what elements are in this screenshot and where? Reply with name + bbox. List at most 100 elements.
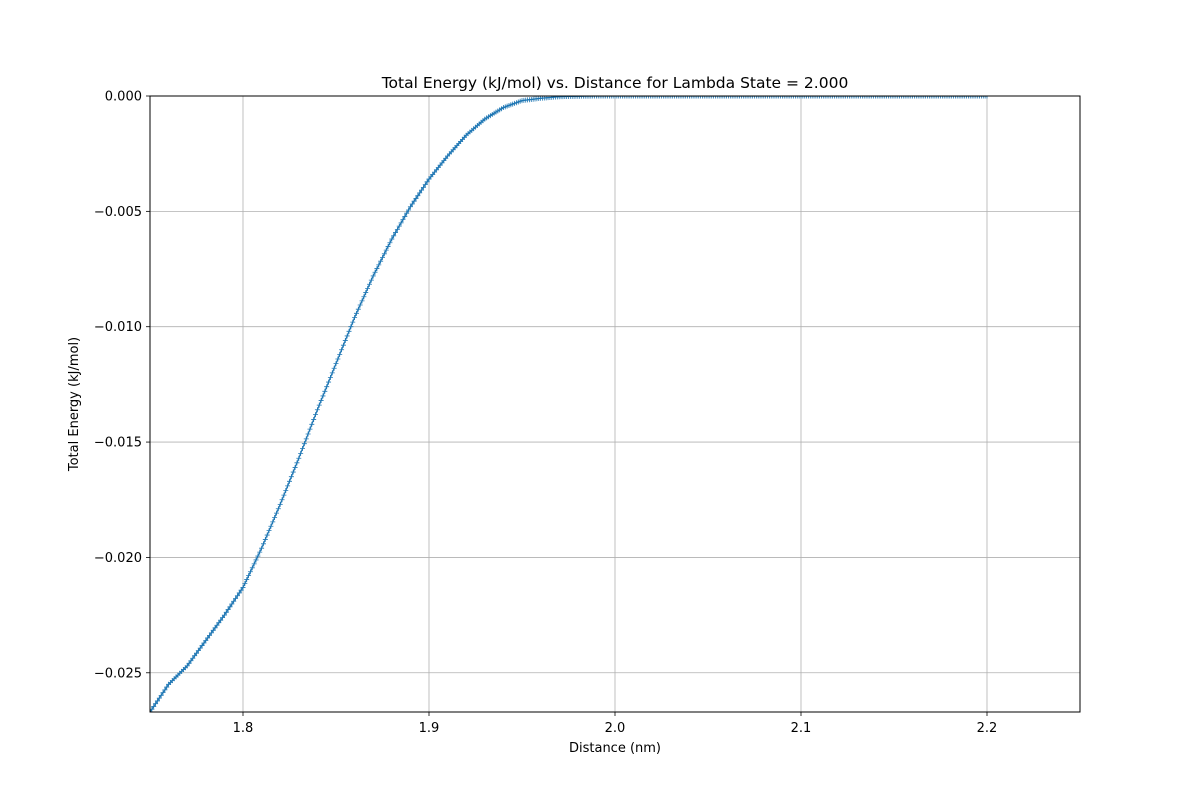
data-point-marker — [975, 96, 981, 99]
data-point-marker — [352, 314, 358, 320]
data-point-marker — [748, 96, 754, 99]
data-point-marker — [722, 96, 728, 99]
data-point-marker — [296, 455, 302, 461]
data-point-marker — [685, 96, 691, 99]
data-point-marker — [854, 96, 860, 99]
data-point-marker — [895, 96, 901, 99]
data-point-marker — [335, 356, 341, 362]
data-point-marker — [281, 492, 287, 498]
data-point-marker — [672, 96, 678, 99]
data-point-marker — [404, 210, 410, 216]
data-point-marker — [930, 96, 936, 99]
data-point-marker — [322, 388, 328, 394]
data-point-marker — [835, 96, 841, 99]
data-point-marker — [272, 515, 278, 521]
data-point-marker — [387, 240, 393, 246]
data-point-marker — [755, 96, 761, 99]
data-point-marker — [266, 528, 272, 534]
series-markers — [150, 96, 990, 712]
data-point-marker — [657, 96, 663, 99]
data-point-marker — [900, 96, 906, 99]
data-point-marker — [374, 266, 380, 272]
series-path — [150, 96, 987, 712]
data-point-marker — [372, 269, 378, 275]
data-point-marker — [329, 370, 335, 376]
data-point-marker — [878, 96, 884, 99]
data-point-marker — [303, 436, 309, 442]
data-point-marker — [275, 506, 281, 512]
data-point-marker — [813, 96, 819, 99]
data-point-marker — [865, 96, 871, 99]
data-point-marker — [915, 96, 921, 99]
data-point-marker — [402, 213, 408, 219]
data-point-marker — [954, 96, 960, 99]
data-point-marker — [203, 637, 209, 643]
data-point-marker — [709, 96, 715, 99]
data-point-marker — [417, 190, 423, 196]
data-point-marker — [781, 96, 787, 99]
data-point-marker — [964, 96, 970, 99]
data-point-marker — [945, 96, 951, 99]
data-point-marker — [768, 96, 774, 99]
data-point-marker — [357, 302, 363, 308]
data-point-marker — [887, 96, 893, 99]
data-point-marker — [381, 251, 387, 257]
data-point-marker — [869, 96, 875, 99]
data-point-marker — [804, 96, 810, 99]
data-point-marker — [363, 290, 369, 296]
data-point-marker — [938, 96, 943, 99]
data-point-marker — [859, 96, 865, 99]
data-point-marker — [666, 96, 672, 99]
data-point-marker — [876, 96, 882, 99]
data-point-marker — [424, 179, 430, 185]
data-point-marker — [186, 660, 192, 666]
data-point-marker — [707, 96, 713, 99]
data-point-marker — [949, 96, 955, 99]
data-point-marker — [391, 233, 397, 239]
data-point-marker — [738, 96, 744, 99]
data-point-marker — [898, 96, 904, 99]
y-tick-label: −0.005 — [94, 205, 142, 220]
data-point-marker — [776, 96, 782, 99]
data-point-marker — [779, 96, 785, 99]
data-point-marker — [184, 663, 190, 669]
data-point-marker — [359, 298, 365, 304]
data-point-marker — [194, 650, 199, 656]
data-point-marker — [246, 573, 252, 579]
x-axis-ticks: 1.8 1.9 2.0 2.1 2.2 — [233, 712, 998, 736]
data-point-marker — [885, 96, 891, 99]
data-point-marker — [805, 96, 811, 99]
data-point-marker — [690, 96, 696, 99]
data-point-marker — [794, 96, 800, 99]
data-point-marker — [247, 569, 253, 575]
data-point-marker — [934, 96, 940, 99]
data-point-marker — [300, 446, 306, 452]
x-tick-label: 2.2 — [977, 721, 998, 736]
data-point-marker — [921, 96, 927, 99]
data-point-marker — [419, 187, 425, 193]
data-point-marker — [264, 532, 270, 538]
data-point-marker — [746, 96, 752, 99]
data-point-marker — [848, 96, 854, 99]
data-point-marker — [307, 426, 313, 432]
x-tick-label: 2.0 — [605, 721, 626, 736]
data-point-marker — [977, 96, 983, 99]
data-point-marker — [874, 96, 880, 99]
data-point-marker — [218, 617, 224, 623]
data-point-marker — [830, 96, 836, 99]
data-point-marker — [750, 96, 756, 99]
data-point-marker — [787, 96, 793, 99]
data-point-marker — [631, 96, 637, 99]
data-point-marker — [904, 96, 910, 99]
data-point-marker — [220, 615, 226, 621]
data-point-marker — [383, 247, 389, 253]
data-point-marker — [919, 96, 925, 99]
data-point-marker — [850, 96, 856, 99]
data-point-marker — [389, 236, 395, 242]
data-point-marker — [153, 701, 159, 707]
x-tick-label: 1.8 — [233, 721, 254, 736]
data-point-marker — [740, 96, 746, 99]
data-point-marker — [614, 96, 620, 99]
data-point-marker — [242, 580, 248, 586]
data-point-marker — [910, 96, 916, 99]
